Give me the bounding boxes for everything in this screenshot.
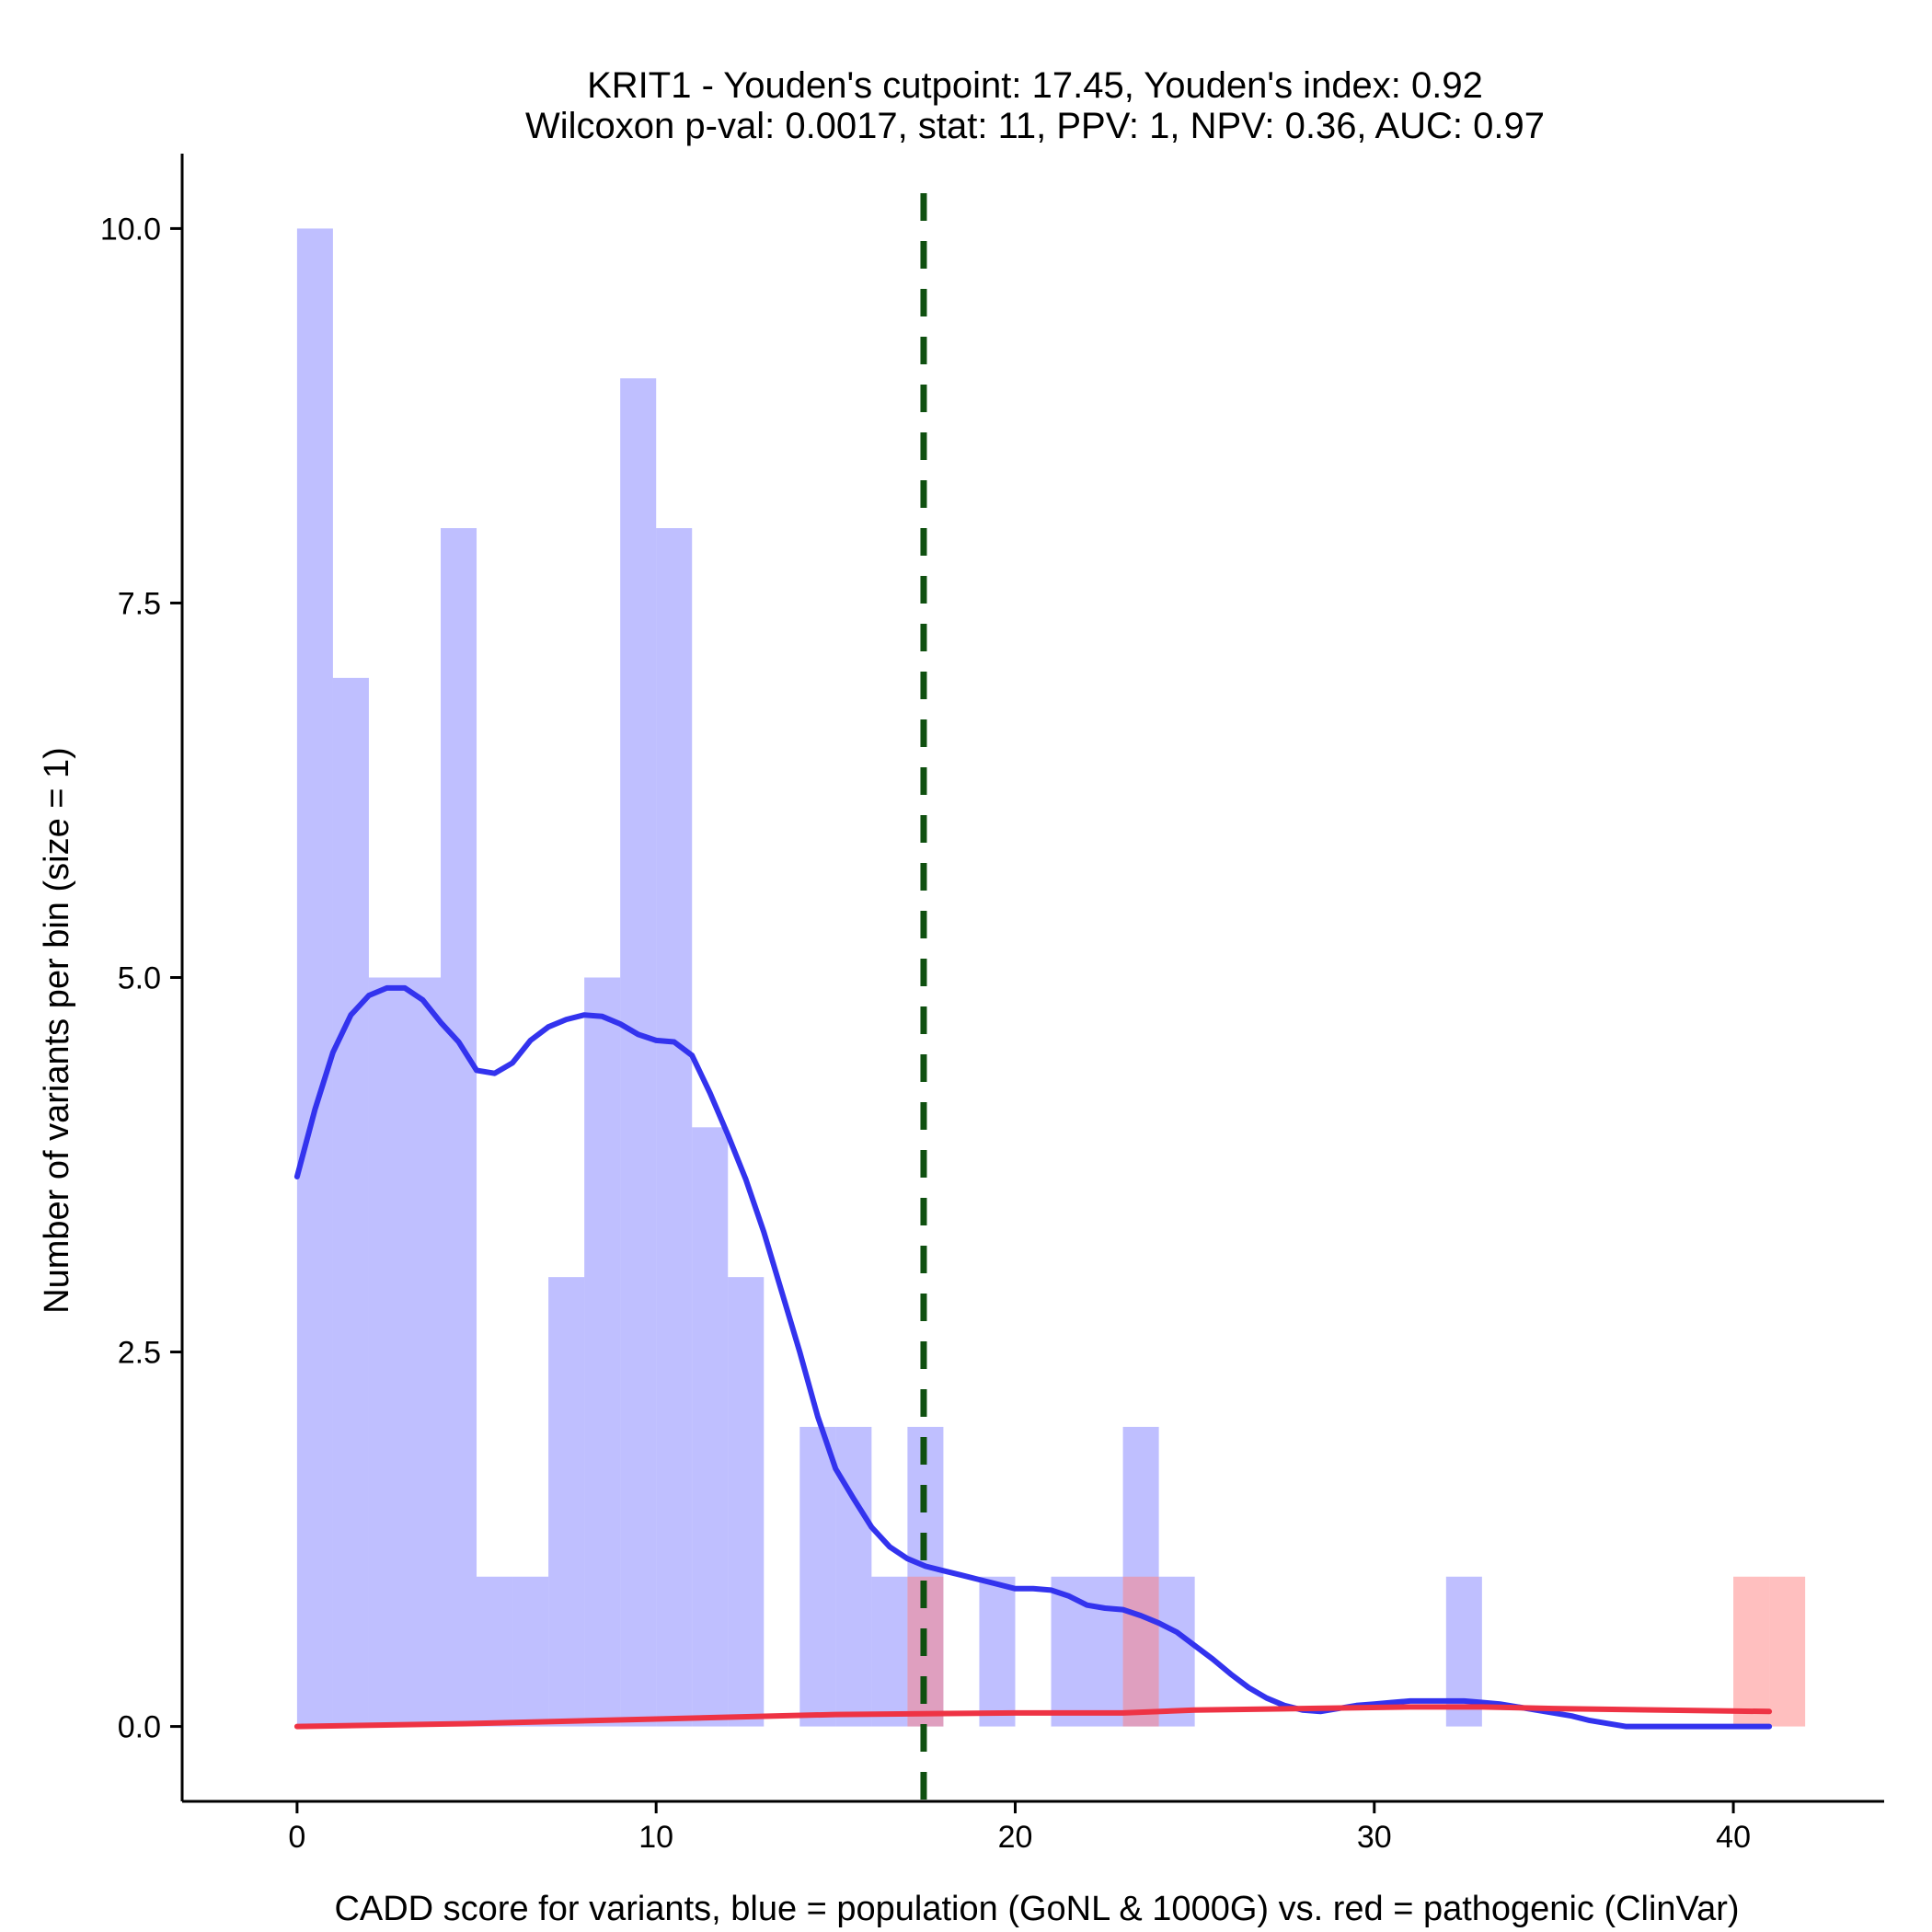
x-tick-label: 40	[1716, 1820, 1751, 1855]
y-tick-label: 5.0	[118, 961, 161, 996]
y-tick-label: 2.5	[118, 1336, 161, 1371]
y-axis-label: Number of variants per bin (size = 1)	[38, 747, 76, 1314]
y-tick-label: 0.0	[118, 1710, 161, 1745]
population-bar	[548, 1277, 585, 1727]
population-bar	[441, 528, 477, 1727]
pathogenic-density-curve	[293, 1704, 1773, 1730]
population-bar	[620, 378, 657, 1727]
population-bar	[692, 1127, 729, 1727]
population-bar	[404, 977, 442, 1727]
y-tick-label: 7.5	[118, 586, 161, 621]
y-tick-label: 10.0	[100, 212, 161, 247]
population-bars	[296, 228, 1482, 1727]
x-tick-label: 0	[288, 1820, 305, 1855]
pathogenic-bar	[1769, 1576, 1806, 1727]
x-axis-label: CADD score for variants, blue = populati…	[334, 1890, 1739, 1928]
population-bar	[656, 528, 693, 1727]
population-bar	[871, 1576, 908, 1727]
population-bar	[332, 677, 369, 1727]
population-bar	[979, 1576, 1016, 1727]
population-bar	[835, 1426, 872, 1727]
x-tick-label: 30	[1357, 1820, 1392, 1855]
title-line-2: Wilcoxon p-val: 0.0017, stat: 11, PPV: 1…	[525, 106, 1545, 146]
population-bar	[512, 1576, 549, 1727]
chart-title: KRIT1 - Youden's cutpoint: 17.45, Youden…	[525, 65, 1545, 146]
pathogenic-bar	[1733, 1576, 1770, 1727]
x-tick-label: 10	[638, 1820, 673, 1855]
population-bar	[296, 228, 333, 1727]
population-bar	[1158, 1576, 1195, 1727]
axes: 0 10 20 30 40 0.0 2.5 5.0 7.5 10.0	[100, 154, 1884, 1855]
pathogenic-bar	[1122, 1576, 1159, 1727]
x-tick-label: 20	[998, 1820, 1033, 1855]
population-bar	[1087, 1576, 1123, 1727]
population-bar	[368, 977, 405, 1727]
population-bar	[728, 1277, 765, 1727]
title-line-1: KRIT1 - Youden's cutpoint: 17.45, Youden…	[587, 65, 1483, 106]
density-curves	[293, 984, 1773, 1730]
population-density-curve	[293, 984, 1773, 1730]
population-bar	[799, 1426, 836, 1727]
population-bar	[477, 1576, 513, 1727]
population-bar	[584, 977, 621, 1727]
